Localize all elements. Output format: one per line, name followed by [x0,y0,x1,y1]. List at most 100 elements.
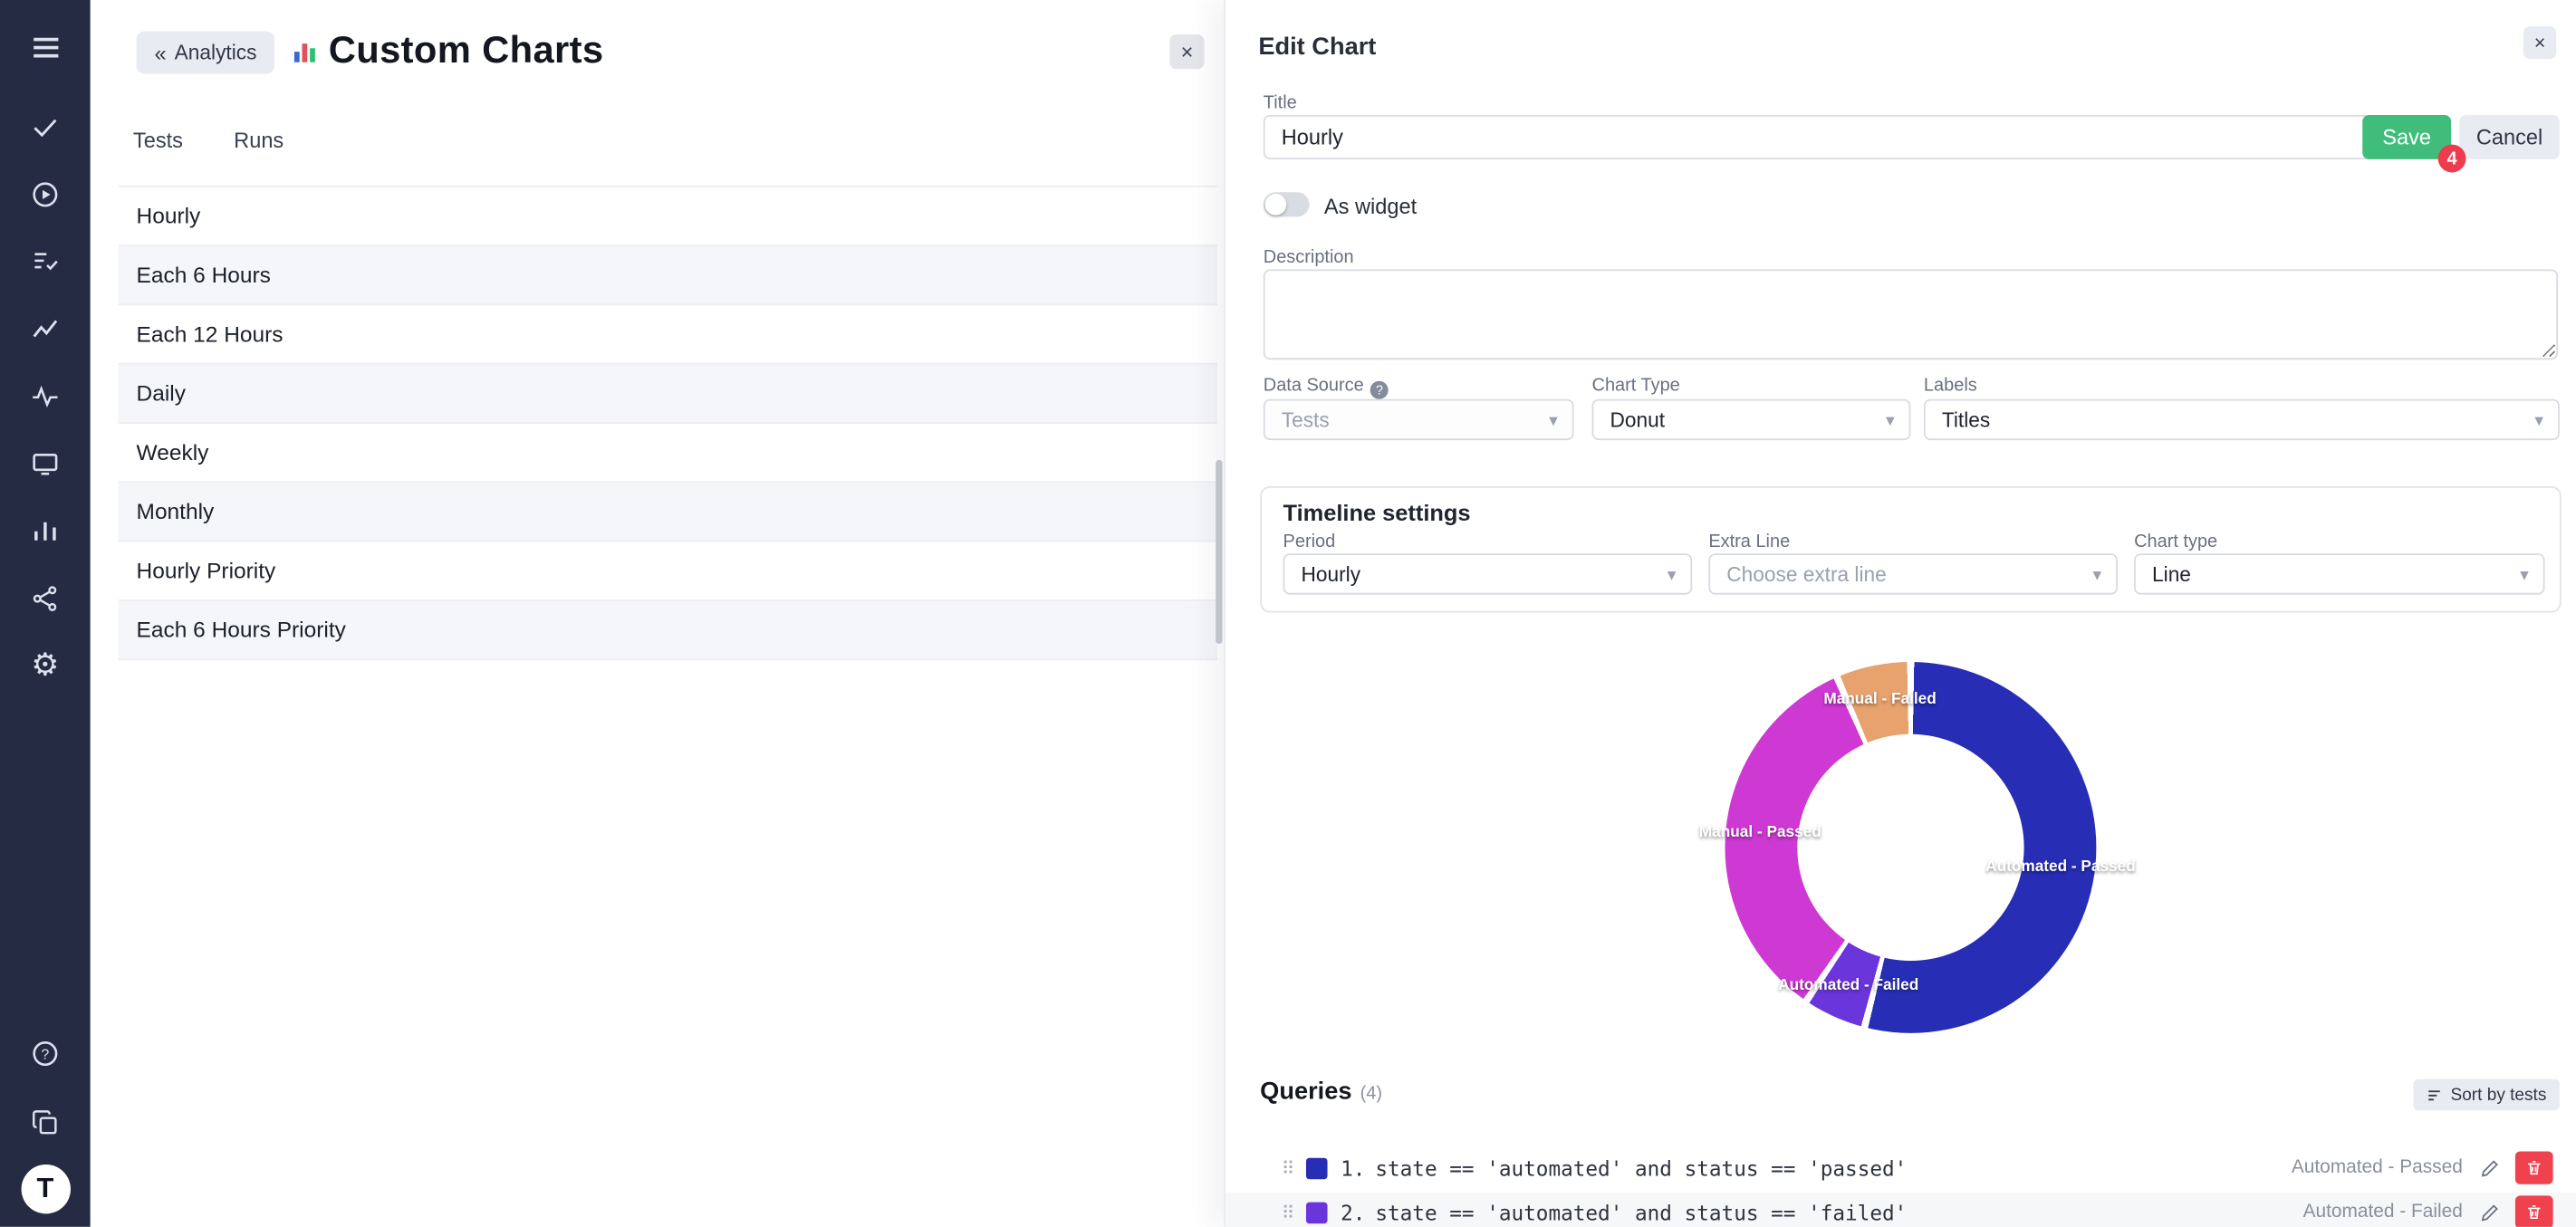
data-source-label: Data Source? [1264,376,1389,399]
title-field-label: Title [1263,93,1297,114]
queries-header: Queries (4) [1260,1078,1382,1106]
description-textarea[interactable] [1263,269,2559,360]
chevron-down-icon: ▼ [1545,411,1562,428]
help-icon[interactable]: ? [27,1035,63,1071]
chart-type-label: Chart Type [1591,376,1680,397]
donut-slice-label: Automated - Passed [1985,857,2136,876]
extra-line-value: Choose extra line [1726,562,1887,586]
query-row: ⠿ 2. state == 'automated' and status == '… [1226,1192,2576,1227]
bar-chart-icon[interactable] [27,513,63,549]
app-logo[interactable]: T [20,1164,71,1214]
query-color-swatch [1306,1201,1328,1223]
charts-list: Hourly Each 6 Hours Each 12 Hours Daily … [118,185,1218,661]
edit-chart-drawer: Edit Chart × Title Save Cancel 4 As widg… [1224,0,2576,1227]
list-item-label: Each 12 Hours [136,321,284,347]
donut-chart: Automated - Passed Automated - Failed Manu… [1699,661,2136,1033]
data-source-value: Tests [1281,407,1330,432]
chevron-down-icon: ▼ [1882,411,1898,428]
drawer-title: Edit Chart [1258,33,1377,62]
list-item[interactable]: Hourly Priority [118,542,1218,601]
back-chevrons-icon: « [154,40,167,65]
timeline-chart-type-value: Line [2152,562,2191,586]
drag-handle-icon[interactable]: ⠿ [1281,1158,1295,1179]
toggle-knob [1264,194,1287,216]
labels-value: Titles [1941,407,1991,432]
tab-runs[interactable]: Runs [234,128,284,153]
list-item-label: Hourly Priority [136,558,276,583]
copy-icon[interactable] [27,1104,63,1140]
sort-by-tests-button[interactable]: Sort by tests [2412,1078,2560,1111]
check-icon[interactable] [27,109,63,145]
tabs: Tests Runs [133,128,284,162]
delete-query-button[interactable] [2514,1195,2553,1227]
donut-slice-label: Manual - Failed [1823,690,1937,709]
trash-icon [2528,1161,2541,1175]
query-expression: 1. state == 'automated' and status == 'pa… [1341,1155,2278,1180]
back-button-label: Analytics [174,41,257,64]
scrollbar-thumb[interactable] [1216,459,1223,645]
help-circle-icon[interactable]: ? [1370,380,1389,399]
cancel-button[interactable]: Cancel [2459,114,2560,159]
timeline-chart-type-label: Chart type [2134,532,2218,552]
labels-select[interactable]: Titles ▼ [1923,398,2560,441]
list-item[interactable]: Each 12 Hours [118,305,1218,365]
extra-line-select[interactable]: Choose extra line ▼ [1708,553,2118,595]
period-value: Hourly [1301,562,1361,586]
drag-handle-icon[interactable]: ⠿ [1281,1203,1295,1223]
menu-icon[interactable] [27,30,63,66]
line-chart-icon[interactable] [27,311,63,347]
list-item[interactable]: Each 6 Hours Priority [118,600,1218,661]
colored-bar-chart-icon [291,38,319,74]
list-item[interactable]: Monthly [118,483,1218,542]
delete-query-button[interactable] [2514,1151,2553,1184]
query-text: state == 'automated' and status == 'pass… [1375,1155,1908,1181]
data-source-select[interactable]: Tests ▼ [1263,398,1574,441]
chart-type-select[interactable]: Donut ▼ [1591,398,1911,441]
query-text: state == 'automated' and status == 'fail… [1375,1199,1908,1225]
play-circle-icon[interactable] [27,176,63,212]
description-label: Description [1263,247,1354,268]
edit-pencil-icon[interactable] [2475,1199,2502,1225]
period-select[interactable]: Hourly ▼ [1283,553,1693,595]
tab-tests[interactable]: Tests [132,128,183,153]
save-button[interactable]: Save [2362,114,2452,159]
donut-slice-label: Automated - Failed [1778,976,1919,994]
query-row: ⠿ 1. state == 'automated' and status == '… [1226,1148,2576,1188]
as-widget-toggle[interactable] [1263,192,1310,217]
list-item[interactable]: Each 6 Hours [118,246,1218,306]
list-item-label: Daily [136,380,186,407]
panel-close-button[interactable]: × [1169,34,1205,70]
list-item[interactable]: Weekly [118,423,1218,484]
back-to-analytics-button[interactable]: « Analytics [136,31,275,74]
monitor-icon[interactable] [27,446,63,482]
period-label: Period [1283,532,1336,552]
edit-pencil-icon[interactable] [2475,1155,2502,1181]
queries-count: (4) [1360,1084,1382,1104]
donut-slice-label: Manual - Passed [1698,824,1821,843]
chevron-down-icon: ▼ [2516,565,2533,582]
as-widget-label: As widget [1323,194,1418,219]
custom-charts-panel: « Analytics Custom Charts × Tests Runs H… [90,0,1225,1227]
query-expression: 2. state == 'automated' and status == 'fa… [1341,1200,2290,1224]
list-check-icon[interactable] [27,243,63,279]
activity-icon[interactable] [27,378,63,414]
title-input[interactable] [1263,114,2371,159]
page-title: Custom Charts [328,27,604,71]
share-nodes-icon[interactable] [27,580,63,616]
timeline-chart-type-select[interactable]: Line ▼ [2134,553,2545,595]
chevron-down-icon: ▼ [2090,565,2105,582]
list-item[interactable]: Daily [118,364,1218,424]
drawer-close-button[interactable]: × [2523,26,2557,60]
queries-count-badge: 4 [2437,144,2466,173]
sidebar: ⚙ ? T [0,0,91,1227]
labels-label: Labels [1923,376,1977,397]
trash-icon [2528,1205,2541,1220]
query-index: 1. [1341,1155,1366,1181]
chevron-down-icon: ▼ [2532,411,2547,428]
timeline-settings-title: Timeline settings [1283,499,1471,526]
list-item[interactable]: Hourly [118,187,1218,247]
donut-hole [1797,733,2024,962]
gear-icon[interactable]: ⚙ [31,647,60,683]
query-result-label: Automated - Passed [2291,1157,2463,1178]
